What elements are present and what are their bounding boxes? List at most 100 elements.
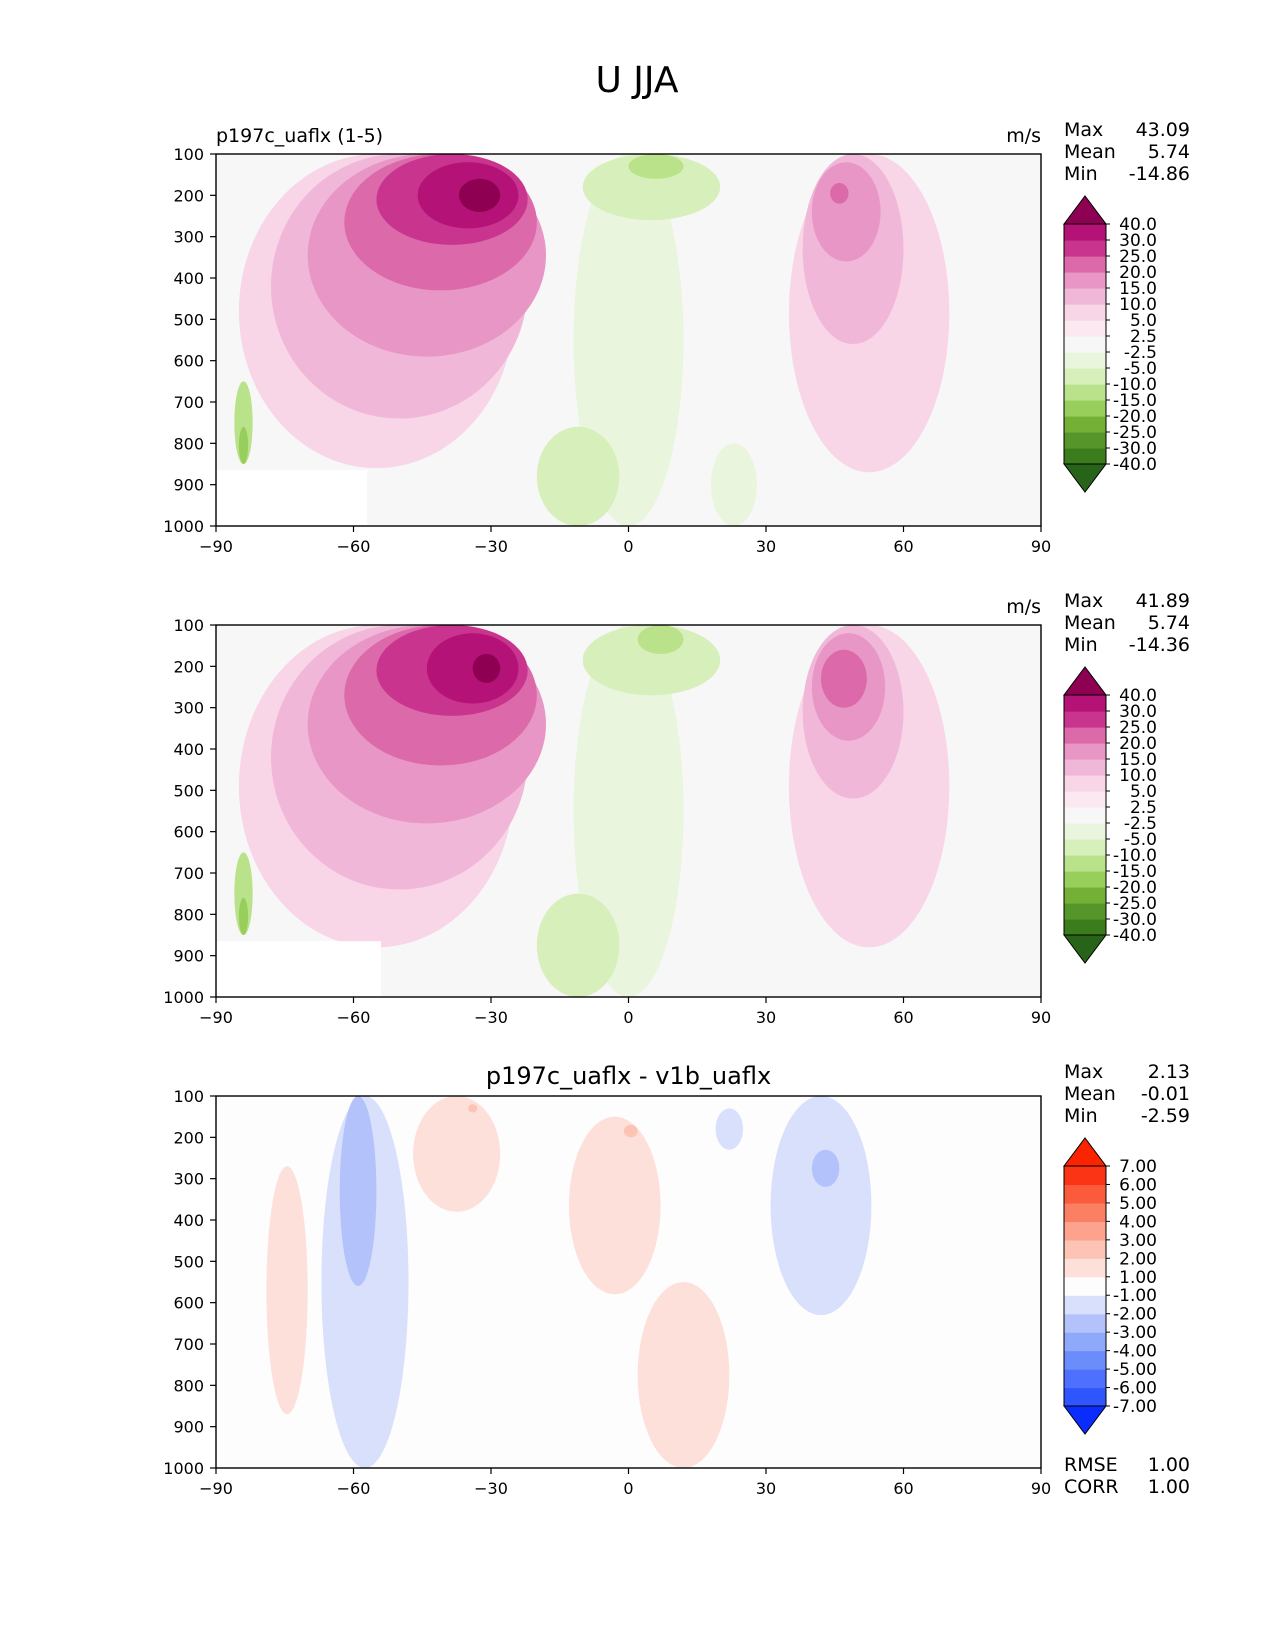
stat-label: Max [1064,119,1103,141]
colorbar-label: 2.00 [1119,1249,1157,1269]
units-label: m/s [1006,596,1041,618]
x-axis: −90 −60 −30 0 30 60 90 [199,1468,1051,1498]
colorbar-label: -25.0 [1113,894,1157,914]
colorbar-swatch [1064,416,1106,433]
colorbar-label: 2.5 [1130,798,1157,818]
colorbar-frame [1063,1165,1107,1407]
colorbar-swatch [1064,711,1106,728]
x-tick-label: −30 [474,1479,508,1498]
colorbar-label: 25.0 [1119,718,1157,738]
x-tick-label: 90 [1031,1479,1051,1498]
contour-region [770,1096,872,1316]
contour-region [238,897,249,936]
y-tick-label: 500 [173,1252,204,1271]
contour-region [811,162,881,262]
contour-region [637,1282,730,1468]
colorbar-label: 20.0 [1119,263,1157,283]
colorbar-label: 15.0 [1119,750,1157,770]
colorbar-swatch [1064,304,1106,321]
colorbar-label: 10.0 [1119,295,1157,315]
colorbar-label: -30.0 [1113,910,1157,930]
stat-value: -14.36 [1129,634,1190,656]
colorbar-swatch [1064,1295,1106,1315]
colorbar-swatch [1064,240,1106,257]
colorbar-swatch [1064,224,1106,241]
y-tick-label: 800 [173,905,204,924]
x-tick-label: −60 [337,537,371,556]
colorbar-swatch [1064,695,1106,712]
colorbar-swatch [1064,400,1106,417]
units-label: m/s [1006,125,1041,147]
colorbar-swatch [1064,855,1106,872]
y-tick-label: 200 [173,1128,204,1147]
colorbar-label: 6.00 [1119,1175,1157,1195]
stat-label: Min [1064,634,1098,656]
colorbar-label: -40.0 [1113,455,1157,475]
x-axis: −90 −60 −30 0 30 60 90 [199,997,1051,1027]
colorbar-swatch [1064,384,1106,401]
colorbar-frame [1063,694,1107,936]
colorbar-label: 5.00 [1119,1194,1157,1214]
y-tick-label: 300 [173,699,204,718]
stat-label: Mean [1064,612,1116,634]
colorbar-swatch [1064,256,1106,273]
x-tick-label: 30 [756,1479,776,1498]
colorbar-label: 7.00 [1119,1157,1157,1177]
colorbar-swatch [1064,759,1106,776]
x-tick-label: 0 [623,1008,633,1027]
y-tick-label: 700 [173,864,204,883]
colorbar-label: 30.0 [1119,231,1157,251]
colorbar-label: -25.0 [1113,423,1157,443]
figure-title: U JJA [595,60,678,101]
missing-data-mask [216,470,368,526]
stat-label: Mean [1064,1083,1116,1105]
contour-field [216,625,1041,997]
colorbar-label: -1.00 [1113,1286,1157,1306]
colorbar-label: -15.0 [1113,391,1157,411]
stat-value: -14.86 [1129,163,1190,185]
colorbar-swatch [1064,775,1106,792]
stats-block: Max 41.89 Mean 5.74 Min -14.36 [1064,590,1190,656]
colorbar-label: -20.0 [1113,878,1157,898]
colorbar-extend-top [1063,1137,1107,1167]
panel-title-center: p197c_uaflx - v1b_uaflx [486,1062,771,1090]
colorbar-label: 2.5 [1130,327,1157,347]
x-tick-label: 30 [756,1008,776,1027]
colorbar-label: -40.0 [1113,926,1157,946]
y-tick-label: 100 [173,145,204,164]
y-tick-label: 200 [173,657,204,676]
x-tick-label: −90 [199,537,233,556]
y-tick-label: 800 [173,434,204,453]
x-tick-label: 60 [893,1008,913,1027]
colorbar-label: 1.00 [1119,1268,1157,1288]
colorbar-label: 5.0 [1130,311,1157,331]
x-tick-label: 0 [623,537,633,556]
x-tick-label: −90 [199,1479,233,1498]
colorbar-label: 40.0 [1119,686,1157,706]
y-tick-label: 500 [173,310,204,329]
stat-value: 2.13 [1148,1061,1190,1083]
colorbar-label: 4.00 [1119,1212,1157,1232]
y-tick-label: 1000 [163,517,204,536]
colorbar-swatch [1064,288,1106,305]
contour-region [715,1108,744,1150]
colorbar-swatch [1064,336,1106,353]
y-tick-label: 600 [173,823,204,842]
colorbar: -40.0-30.0-25.0-20.0-15.0-10.0-5.0-2.52.… [1063,195,1157,493]
colorbar-extend-top [1063,195,1107,225]
contour-region [623,1124,638,1138]
y-tick-label: 300 [173,228,204,247]
y-tick-label: 900 [173,947,204,966]
colorbar-extend-top [1063,666,1107,696]
stat-value: -0.01 [1141,1083,1190,1105]
colorbar-label: -5.0 [1124,830,1157,850]
y-axis: 100 200 300 400 500 600 700 800 900 1000 [163,145,216,536]
contour-region [234,381,253,464]
y-tick-label: 800 [173,1376,204,1395]
contour-field [216,1096,1041,1468]
colorbar-swatch [1064,1387,1106,1407]
